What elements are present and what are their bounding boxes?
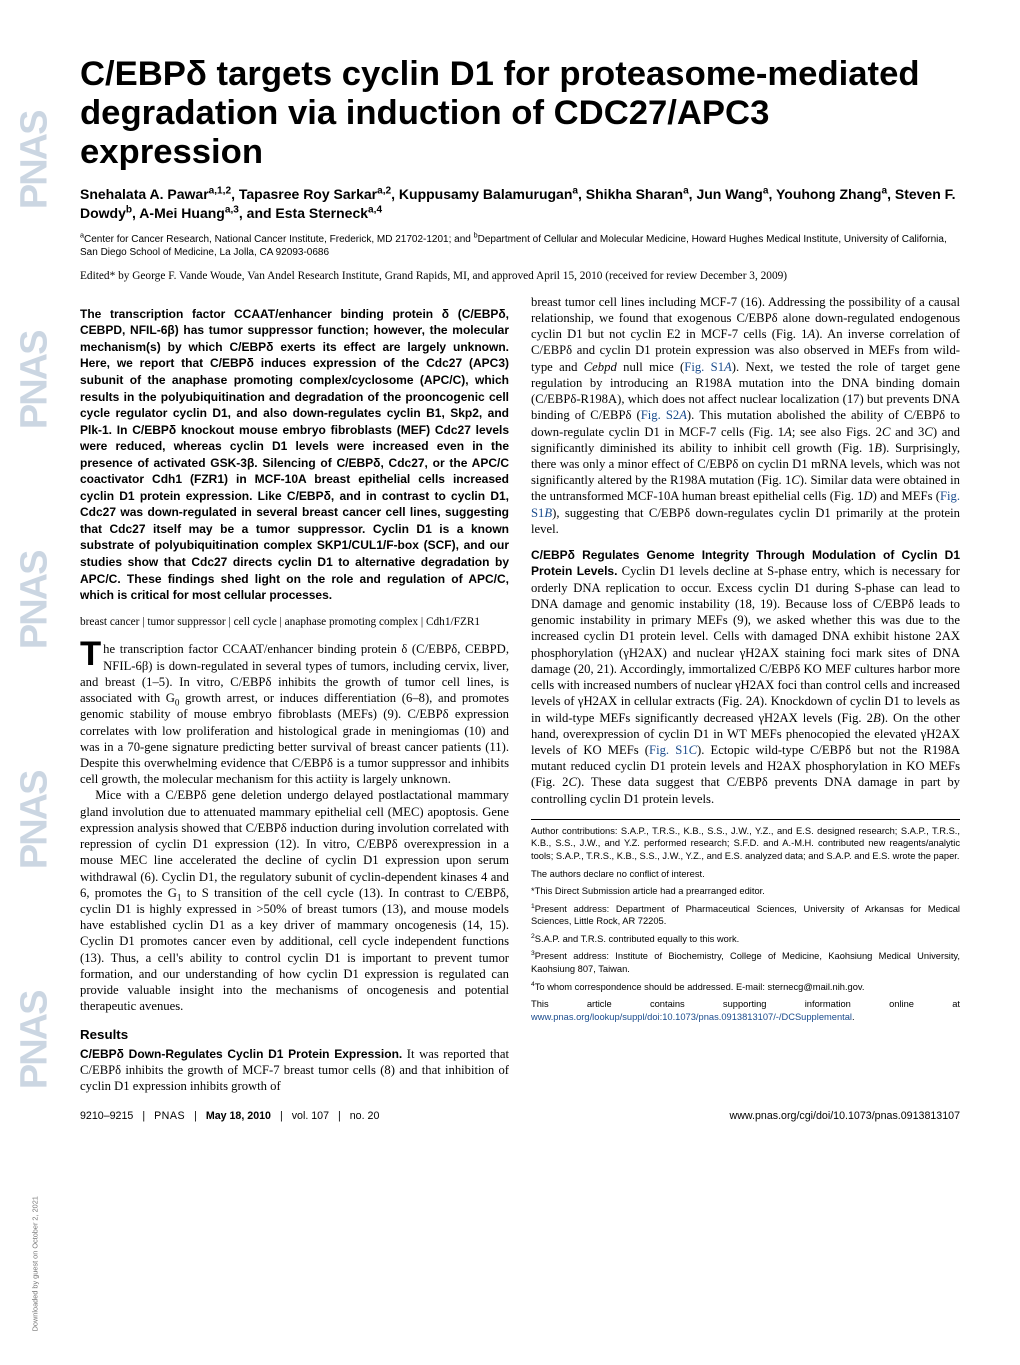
footnote-present-address-1: 1Present address: Department of Pharmace…	[531, 903, 960, 928]
left-column: The transcription factor CCAAT/enhancer …	[80, 294, 509, 1095]
results-paragraph-1: C/EBPδ Down-Regulates Cyclin D1 Protein …	[80, 1046, 509, 1095]
journal-strip-item: PNAS	[10, 710, 60, 930]
footnote-present-address-3: 3Present address: Institute of Biochemis…	[531, 950, 960, 975]
footnote-correspondence: 4To whom correspondence should be addres…	[531, 981, 960, 994]
authors: Snehalata A. Pawara,1,2, Tapasree Roy Sa…	[80, 185, 960, 223]
journal-strip-text: PNAS	[11, 551, 60, 649]
edited-by: Edited* by George F. Vande Woude, Van An…	[80, 269, 960, 284]
journal-strip-item: PNAS	[10, 270, 60, 490]
section-heading-results: Results	[80, 1026, 509, 1043]
footnote-direct-submission: *This Direct Submission article had a pr…	[531, 885, 960, 898]
article-title: C/EBPδ targets cyclin D1 for proteasome-…	[80, 55, 960, 171]
keywords: breast cancer | tumor suppressor | cell …	[80, 615, 509, 630]
right-column: breast tumor cell lines including MCF-7 …	[531, 294, 960, 1095]
right-paragraph-1: breast tumor cell lines including MCF-7 …	[531, 294, 960, 537]
footer-left: 9210–9215 | PNAS | May 18, 2010 | vol. 1…	[80, 1110, 379, 1124]
footnote-contributions: Author contributions: S.A.P., T.R.S., K.…	[531, 825, 960, 863]
journal-strip: PNAS PNAS PNAS PNAS PNAS	[10, 50, 60, 1250]
journal-strip-text: PNAS	[11, 771, 60, 869]
footnote-supporting-info: This article contains supporting informa…	[531, 998, 960, 1023]
columns: The transcription factor CCAAT/enhancer …	[80, 294, 960, 1095]
dropcap: T	[80, 641, 103, 668]
right-paragraph-2: C/EBPδ Regulates Genome Integrity Throug…	[531, 547, 960, 807]
footnote-conflict: The authors declare no conflict of inter…	[531, 868, 960, 881]
journal-strip-text: PNAS	[11, 331, 60, 429]
intro-paragraph-2: Mice with a C/EBPδ gene deletion undergo…	[80, 787, 509, 1014]
right-p2-text: Cyclin D1 levels decline at S-phase entr…	[531, 564, 960, 805]
footer-pages: 9210–9215	[80, 1110, 133, 1122]
footer-doi: www.pnas.org/cgi/doi/10.1073/pnas.091381…	[730, 1110, 960, 1124]
footer-issue: no. 20	[350, 1110, 380, 1122]
intro-paragraph-1: The transcription factor CCAAT/enhancer …	[80, 641, 509, 787]
affiliations: aCenter for Cancer Research, National Ca…	[80, 233, 960, 259]
download-note: Downloaded by guest on October 2, 2021	[31, 1196, 40, 1331]
journal-strip-text: PNAS	[11, 991, 60, 1089]
abstract: The transcription factor CCAAT/enhancer …	[80, 306, 509, 604]
journal-strip-item: PNAS	[10, 490, 60, 710]
journal-strip-item: PNAS	[10, 930, 60, 1150]
footnotes: Author contributions: S.A.P., T.R.S., K.…	[531, 819, 960, 1024]
footer-journal: PNAS	[154, 1110, 185, 1122]
results-runin-heading: C/EBPδ Down-Regulates Cyclin D1 Protein …	[80, 1047, 402, 1061]
journal-strip-text: PNAS	[11, 111, 60, 209]
footnote-equal-contribution: 2S.A.P. and T.R.S. contributed equally t…	[531, 933, 960, 946]
journal-strip-item: PNAS	[10, 50, 60, 270]
page-footer: 9210–9215 | PNAS | May 18, 2010 | vol. 1…	[80, 1110, 960, 1124]
page: PNAS PNAS PNAS PNAS PNAS C/EBPδ targets …	[0, 0, 1020, 1365]
footer-volume: vol. 107	[292, 1110, 329, 1122]
footer-date: May 18, 2010	[206, 1110, 271, 1122]
intro-p1-text: he transcription factor CCAAT/enhancer b…	[80, 642, 509, 786]
